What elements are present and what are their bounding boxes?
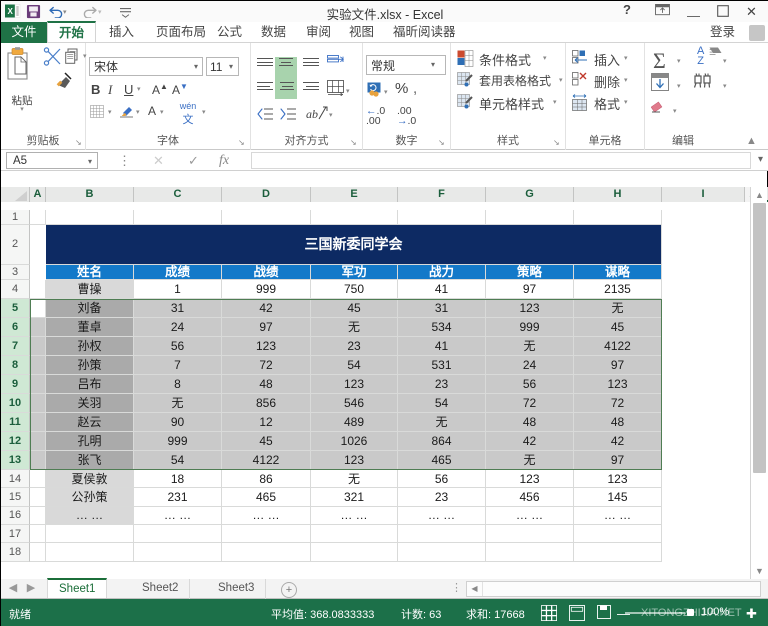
svg-text:ab: ab [306,107,318,121]
